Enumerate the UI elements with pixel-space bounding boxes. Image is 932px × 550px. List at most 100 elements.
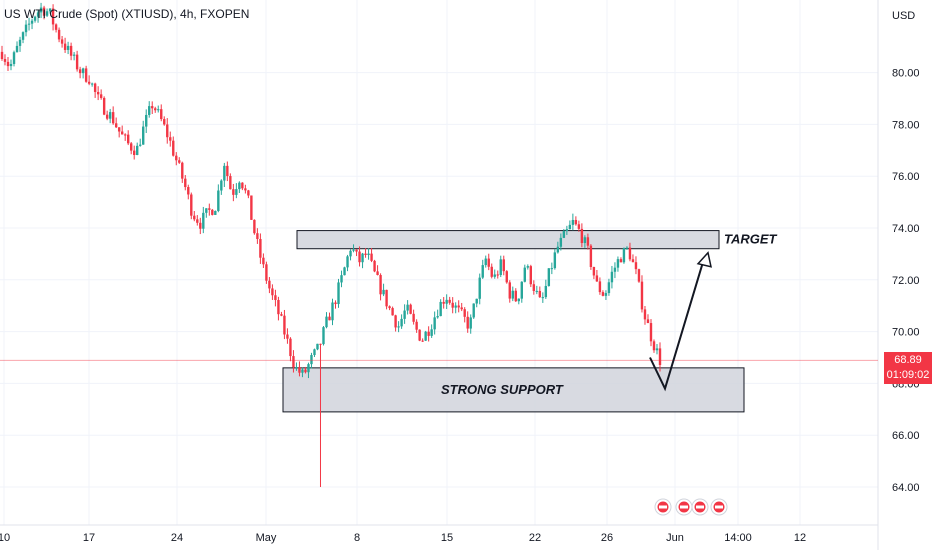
candle-body	[289, 338, 292, 357]
candle-body	[547, 268, 551, 286]
time-axis[interactable]: 10 17 24 May 8 15 22 26 Jun 14:00 12	[0, 532, 806, 544]
time-tick-label: 8	[354, 532, 360, 544]
candle-body	[241, 182, 244, 189]
candle-body	[151, 106, 154, 109]
candle-body	[394, 315, 397, 328]
candle-body	[448, 299, 451, 303]
candle-body	[511, 290, 514, 299]
candle-body	[583, 237, 587, 244]
candle-body	[625, 247, 629, 249]
support-label: STRONG SUPPORT	[441, 382, 564, 397]
candle-body	[592, 266, 596, 276]
candle-body	[169, 137, 172, 141]
event-flag-icon[interactable]	[691, 498, 709, 516]
candle-body	[412, 313, 415, 322]
candle-body	[652, 341, 656, 351]
candle-body	[508, 282, 511, 299]
candle-body	[39, 7, 43, 13]
flag-stripe	[680, 505, 688, 509]
candle-body	[427, 331, 430, 336]
candle-body	[622, 248, 626, 263]
candle-body	[295, 367, 298, 369]
candle-body	[613, 267, 617, 272]
candle-body	[520, 281, 523, 299]
candle-body	[430, 329, 433, 336]
candle-body	[196, 219, 199, 223]
candle-body	[253, 219, 256, 234]
candle-body	[472, 303, 475, 318]
candle-body	[265, 264, 268, 281]
price-tick-label: 78.00	[892, 119, 920, 131]
candle-body	[208, 208, 211, 210]
candle-body	[556, 246, 560, 253]
overlay-layer	[0, 251, 878, 392]
candle-body	[160, 109, 163, 120]
candle-body	[9, 63, 13, 67]
candle-body	[628, 247, 632, 260]
candle-body	[469, 317, 472, 329]
candle-body	[475, 298, 478, 304]
flag-stripe	[696, 505, 704, 509]
candle-body	[313, 349, 316, 356]
candle-body	[27, 23, 31, 25]
candle-body	[214, 210, 217, 215]
candle-body	[400, 318, 403, 327]
candle-body	[108, 112, 112, 119]
candle-body	[90, 83, 94, 85]
candle-body	[586, 237, 590, 246]
candle-body	[93, 83, 97, 92]
candle-body	[163, 119, 166, 125]
chart-title: US WTI Crude (Spot) (XTIUSD), 4h, FXOPEN	[4, 7, 250, 21]
candle-body	[274, 295, 277, 300]
candle-body	[397, 326, 400, 328]
current-price-value: 68.89	[894, 354, 922, 366]
candle-body	[502, 259, 505, 272]
candle-body	[568, 224, 572, 230]
candle-body	[610, 271, 614, 283]
candle-body	[451, 302, 454, 308]
price-axis[interactable]: 80.0078.0076.0074.0072.0070.0068.0066.00…	[892, 10, 920, 494]
candle-body	[24, 24, 28, 33]
candle-body	[601, 292, 605, 296]
candle-body	[60, 39, 64, 44]
event-flag-icon[interactable]	[654, 498, 672, 516]
event-flag-icon[interactable]	[675, 498, 693, 516]
candle-body	[349, 250, 352, 257]
candle-body	[643, 309, 647, 320]
candle-body	[102, 97, 106, 115]
candle-body	[48, 8, 52, 12]
event-icons[interactable]	[654, 498, 728, 516]
candle-body	[370, 253, 373, 261]
flag-stripe	[659, 505, 667, 509]
candle-body	[286, 334, 289, 339]
candle-body	[646, 319, 650, 324]
time-tick-label: 15	[441, 532, 453, 544]
candle-body	[439, 301, 442, 317]
candle-body	[75, 54, 79, 70]
candle-body	[442, 301, 445, 304]
candle-body	[117, 127, 121, 132]
candle-body	[391, 308, 394, 316]
candle-body	[154, 108, 157, 111]
candle-body	[129, 143, 133, 151]
candle-body	[361, 253, 364, 263]
candle-body	[72, 54, 76, 56]
current-price-tag: 68.89 01:09:02	[884, 352, 932, 384]
candle-body	[229, 176, 232, 190]
candle-body	[424, 331, 427, 341]
candle-body	[319, 343, 322, 345]
candle-body	[388, 306, 391, 309]
candle-body	[523, 267, 526, 282]
candle-body	[322, 327, 325, 345]
candle-body	[175, 155, 178, 161]
candle-body	[466, 316, 469, 329]
candle-body	[346, 256, 349, 268]
event-flag-icon[interactable]	[710, 498, 728, 516]
candle-body	[631, 259, 635, 263]
candle-body	[63, 43, 67, 50]
candle-body	[193, 215, 196, 220]
candle-body	[328, 316, 331, 321]
candle-body	[235, 189, 238, 195]
candle-body	[571, 219, 575, 225]
